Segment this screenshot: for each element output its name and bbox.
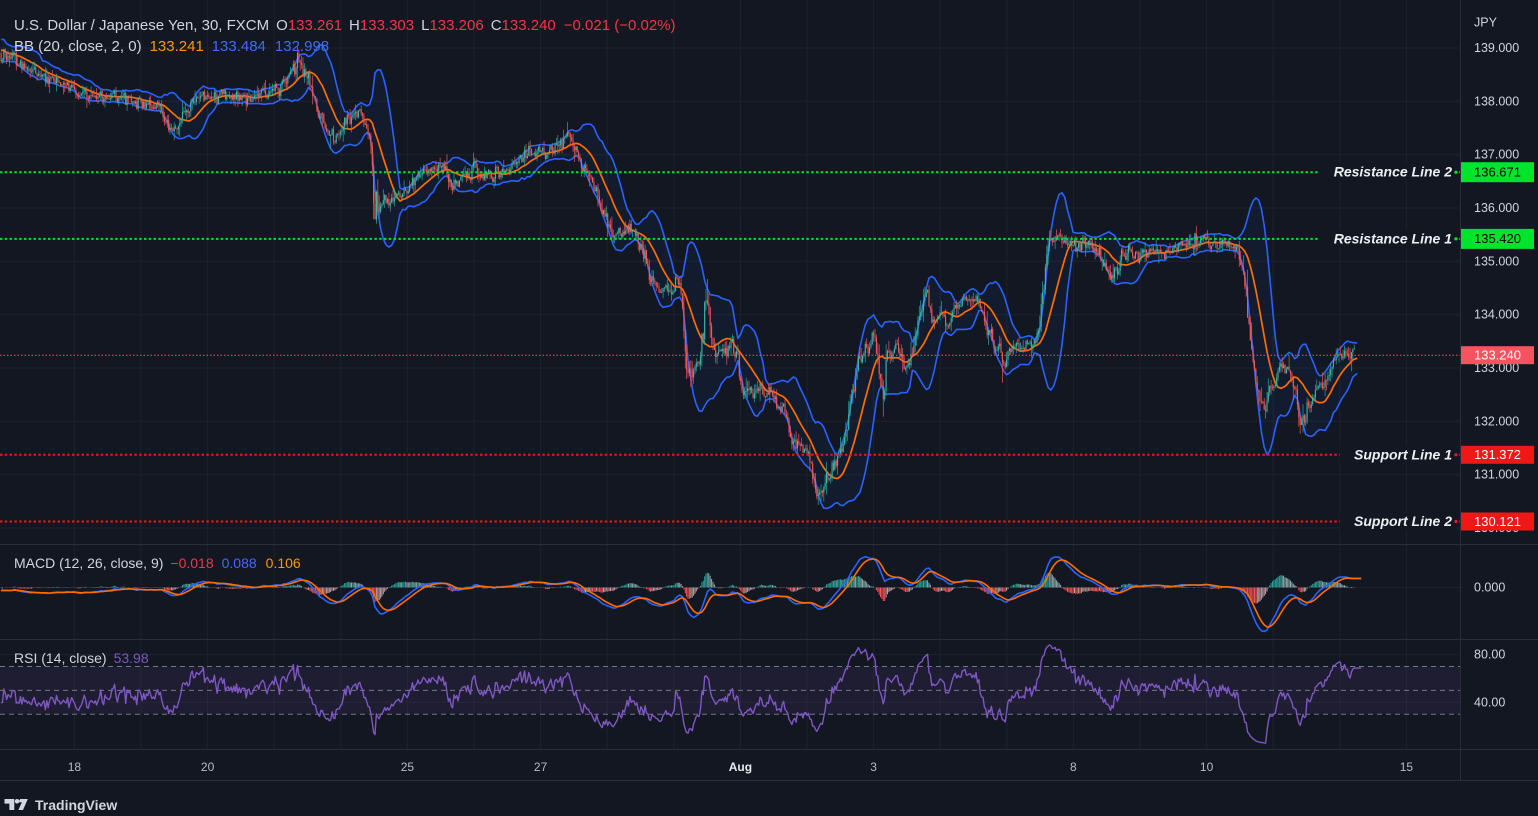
svg-text:135.420: 135.420	[1474, 231, 1521, 246]
svg-text:Support Line 2: Support Line 2	[1354, 513, 1452, 529]
svg-text:3: 3	[870, 760, 877, 774]
svg-text:134.000: 134.000	[1474, 308, 1519, 322]
svg-text:136.671: 136.671	[1474, 165, 1521, 180]
svg-text:15: 15	[1400, 760, 1414, 774]
svg-text:8: 8	[1070, 760, 1077, 774]
svg-text:Resistance Line 2: Resistance Line 2	[1334, 164, 1452, 180]
svg-text:40.00: 40.00	[1474, 695, 1505, 709]
svg-text:18: 18	[68, 760, 82, 774]
svg-text:139.000: 139.000	[1474, 41, 1519, 55]
svg-text:133.240: 133.240	[1474, 348, 1521, 363]
svg-text:135.000: 135.000	[1474, 254, 1519, 268]
svg-text:131.372: 131.372	[1474, 447, 1521, 462]
svg-text:25: 25	[401, 760, 415, 774]
svg-text:130.121: 130.121	[1474, 514, 1521, 529]
svg-text:0.000: 0.000	[1474, 581, 1505, 595]
svg-text:20: 20	[201, 760, 215, 774]
svg-text:136.000: 136.000	[1474, 201, 1519, 215]
svg-text:TradingView: TradingView	[35, 797, 117, 813]
svg-text:Support Line 1: Support Line 1	[1354, 446, 1452, 462]
svg-text:133.000: 133.000	[1474, 361, 1519, 375]
svg-text:10: 10	[1200, 760, 1214, 774]
svg-text:Resistance Line 1: Resistance Line 1	[1334, 230, 1452, 246]
svg-text:131.000: 131.000	[1474, 468, 1519, 482]
svg-text:132.000: 132.000	[1474, 414, 1519, 428]
svg-text:Aug: Aug	[729, 760, 752, 774]
svg-text:RSI (14, close)53.98: RSI (14, close) 53.98	[14, 650, 149, 666]
svg-text:80.00: 80.00	[1474, 648, 1505, 662]
svg-text:137.000: 137.000	[1474, 148, 1519, 162]
svg-text:138.000: 138.000	[1474, 94, 1519, 108]
svg-text:JPY: JPY	[1474, 16, 1498, 30]
svg-text:U.S. Dollar / Japanese Yen, 30: U.S. Dollar / Japanese Yen, 30, FXCM O133…	[14, 17, 676, 34]
svg-text:27: 27	[534, 760, 548, 774]
